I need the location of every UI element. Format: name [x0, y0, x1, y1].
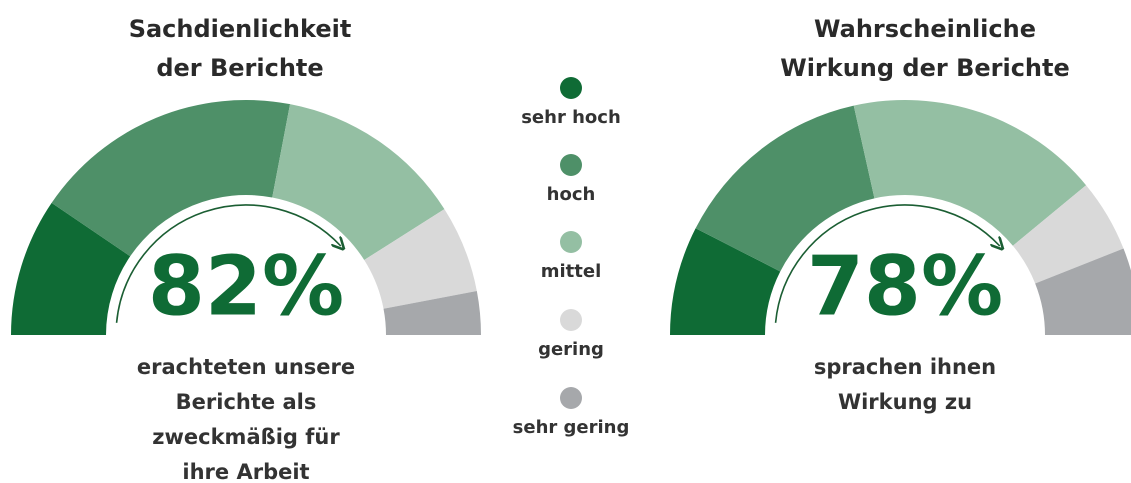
legend-swatch — [560, 231, 582, 253]
caption: erachteten unsere — [137, 355, 355, 379]
caption: Wirkung zu — [838, 390, 972, 414]
caption: sprachen ihnen — [814, 355, 996, 379]
legend-swatch — [560, 309, 582, 331]
legend-label: sehr gering — [513, 417, 630, 438]
gauge-segment — [272, 104, 445, 260]
gauge-segment — [383, 290, 481, 335]
gauge-segment — [1035, 248, 1131, 335]
legend-swatch — [560, 154, 582, 176]
gauge-segment — [853, 99, 1087, 246]
legend-label: gering — [538, 339, 604, 360]
gauge-title: Wirkung der Berichte — [780, 54, 1070, 82]
gauge-segment — [1012, 185, 1124, 284]
gauge-title: Sachdienlichkeit — [129, 15, 352, 43]
arrow — [115, 204, 341, 323]
caption: ihre Arbeit — [182, 460, 309, 483]
legend-label: mittel — [541, 261, 602, 282]
headline: 78% — [807, 239, 1003, 334]
gauge-segment — [364, 209, 477, 309]
gauge-segment — [670, 228, 781, 335]
headline: 82% — [148, 239, 344, 334]
legend-swatch — [560, 387, 582, 409]
gauge-title: der Berichte — [156, 54, 323, 82]
arrow — [774, 204, 1000, 323]
legend-swatch — [560, 77, 582, 99]
caption: Berichte als — [176, 390, 317, 414]
gauge-segment — [11, 202, 131, 335]
caption: zweckmäßig für — [152, 425, 340, 449]
gauge-segment — [695, 105, 875, 272]
legend-label: sehr hoch — [521, 107, 621, 128]
gauge-segment — [51, 100, 291, 257]
legend-label: hoch — [547, 184, 596, 205]
gauge-title: Wahrscheinliche — [814, 15, 1036, 43]
